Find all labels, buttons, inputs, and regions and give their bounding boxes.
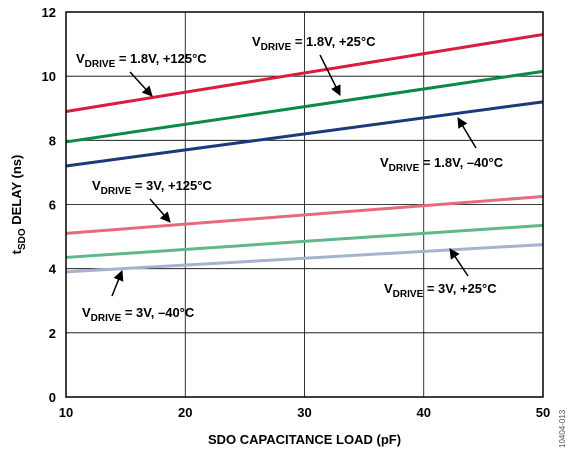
y-tick-label-2: 4 [49, 262, 57, 277]
series-line-2 [65, 100, 544, 168]
plot-frame [65, 11, 544, 398]
series-label-3: VDRIVE = 3V, +125°C [92, 178, 212, 197]
y-axis-label: tSDO DELAY (ns) [9, 155, 28, 255]
y-tick-label-4: 8 [49, 133, 56, 148]
y-tick-labels: 0 2 4 6 8 10 12 [42, 5, 57, 405]
x-tick-label-3: 40 [417, 405, 431, 420]
series-label-arrow-0 [129, 71, 153, 97]
series-label-0: VDRIVE = 1.8V, +125°C [76, 51, 207, 70]
y-tick-label-6: 12 [42, 5, 56, 20]
series-label-1: VDRIVE = 1.8V, +25°C [252, 34, 376, 53]
y-tick-label-5: 10 [42, 69, 56, 84]
grid [65, 11, 544, 398]
x-tick-label-4: 50 [536, 405, 550, 420]
y-tick-label-3: 6 [49, 198, 56, 213]
x-tick-label-2: 30 [297, 405, 311, 420]
y-tick-label-0: 0 [49, 390, 56, 405]
series-label-arrow-1 [319, 54, 341, 96]
series-line-5 [65, 243, 544, 274]
x-axis-label: SDO CAPACITANCE LOAD (pF) [208, 432, 401, 447]
x-tick-label-0: 10 [59, 405, 73, 420]
series-label-5: VDRIVE = 3V, –40°C [82, 305, 195, 324]
series-label-arrow-4 [449, 248, 469, 277]
series-line-4 [65, 223, 544, 259]
series-line-0 [65, 32, 544, 113]
series-lines [65, 32, 544, 274]
series-line-1 [65, 69, 544, 144]
series-label-arrow-2 [457, 117, 477, 149]
y-axis-label-rest: DELAY (ns) [9, 155, 24, 229]
series-label-4: VDRIVE = 3V, +25°C [384, 281, 497, 300]
x-tick-label-1: 20 [178, 405, 192, 420]
y-axis-label-main: t [9, 249, 24, 254]
y-axis-label-sub: SDO [17, 228, 28, 250]
y-tick-label-1: 2 [49, 326, 56, 341]
annotations: VDRIVE = 1.8V, +125°C VDRIVE = 1.8V, +25°… [76, 34, 504, 324]
series-label-2: VDRIVE = 1.8V, –40°C [380, 155, 504, 174]
series-label-arrow-3 [149, 198, 171, 223]
figure-id: 10404-013 [558, 409, 567, 448]
series-label-arrow-5 [111, 270, 124, 297]
series-line-3 [65, 194, 544, 235]
x-tick-labels: 10 20 30 40 50 [59, 405, 550, 420]
